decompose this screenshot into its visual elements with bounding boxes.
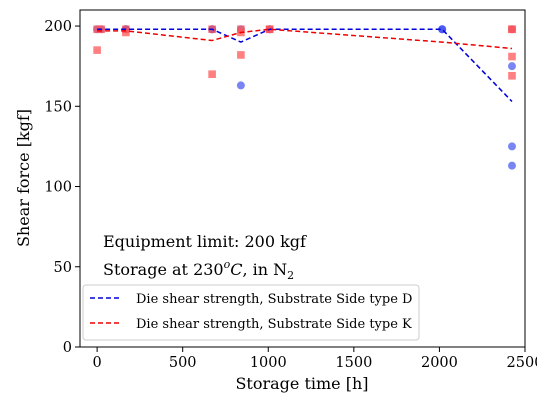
mean-line-type-k bbox=[97, 28, 513, 50]
legend-box bbox=[82, 284, 420, 341]
data-point-type-k bbox=[508, 52, 516, 61]
data-point-type-k bbox=[122, 28, 130, 37]
y-tick-label: 50 bbox=[54, 260, 72, 276]
x-tick-label: 1500 bbox=[335, 355, 372, 371]
annotation-equipment-limit: Equipment limit: 200 kgf bbox=[103, 232, 307, 251]
x-tick-label: 0 bbox=[92, 355, 101, 371]
legend-label-type-k: Die shear strength, Substrate Side type … bbox=[136, 317, 412, 332]
x-tick-label: 2000 bbox=[421, 355, 458, 371]
data-point-type-d bbox=[507, 161, 516, 170]
data-point-type-k bbox=[508, 71, 516, 80]
annotation-storage-subscript: 2 bbox=[287, 269, 294, 282]
data-point-type-k bbox=[93, 46, 101, 54]
y-tick-label: 100 bbox=[44, 180, 72, 196]
x-tick-label: 500 bbox=[169, 355, 197, 371]
data-point-type-k bbox=[237, 51, 245, 59]
annotation-storage-unit: C bbox=[230, 260, 242, 279]
annotation-storage-condition: Storage at 230oC, in N2 bbox=[103, 258, 294, 282]
annotation-storage-mid: , in N bbox=[242, 260, 287, 279]
data-point-type-d bbox=[507, 142, 516, 151]
y-tick-label: 0 bbox=[63, 340, 72, 356]
y-tick-label: 200 bbox=[44, 19, 72, 35]
x-tick-label: 1000 bbox=[250, 355, 287, 371]
data-point-type-d bbox=[236, 81, 245, 90]
legend-label-type-d: Die shear strength, Substrate Side type … bbox=[136, 292, 412, 307]
data-point-type-d bbox=[507, 62, 516, 71]
annotation-storage-prefix: Storage at 230 bbox=[103, 260, 224, 279]
plot-frame bbox=[79, 9, 526, 348]
legend: Die shear strength, Substrate Side type … bbox=[82, 284, 420, 341]
annotation-storage-degree: o bbox=[224, 258, 231, 271]
y-tick-label: 150 bbox=[44, 99, 72, 115]
data-point-type-k bbox=[508, 25, 516, 34]
y-axis-label: Shear force [kgf] bbox=[14, 109, 33, 247]
plot-marks bbox=[93, 25, 516, 170]
mean-line-type-d bbox=[97, 28, 513, 102]
x-axis-label: Storage time [h] bbox=[235, 374, 368, 393]
data-point-type-k bbox=[208, 70, 216, 78]
